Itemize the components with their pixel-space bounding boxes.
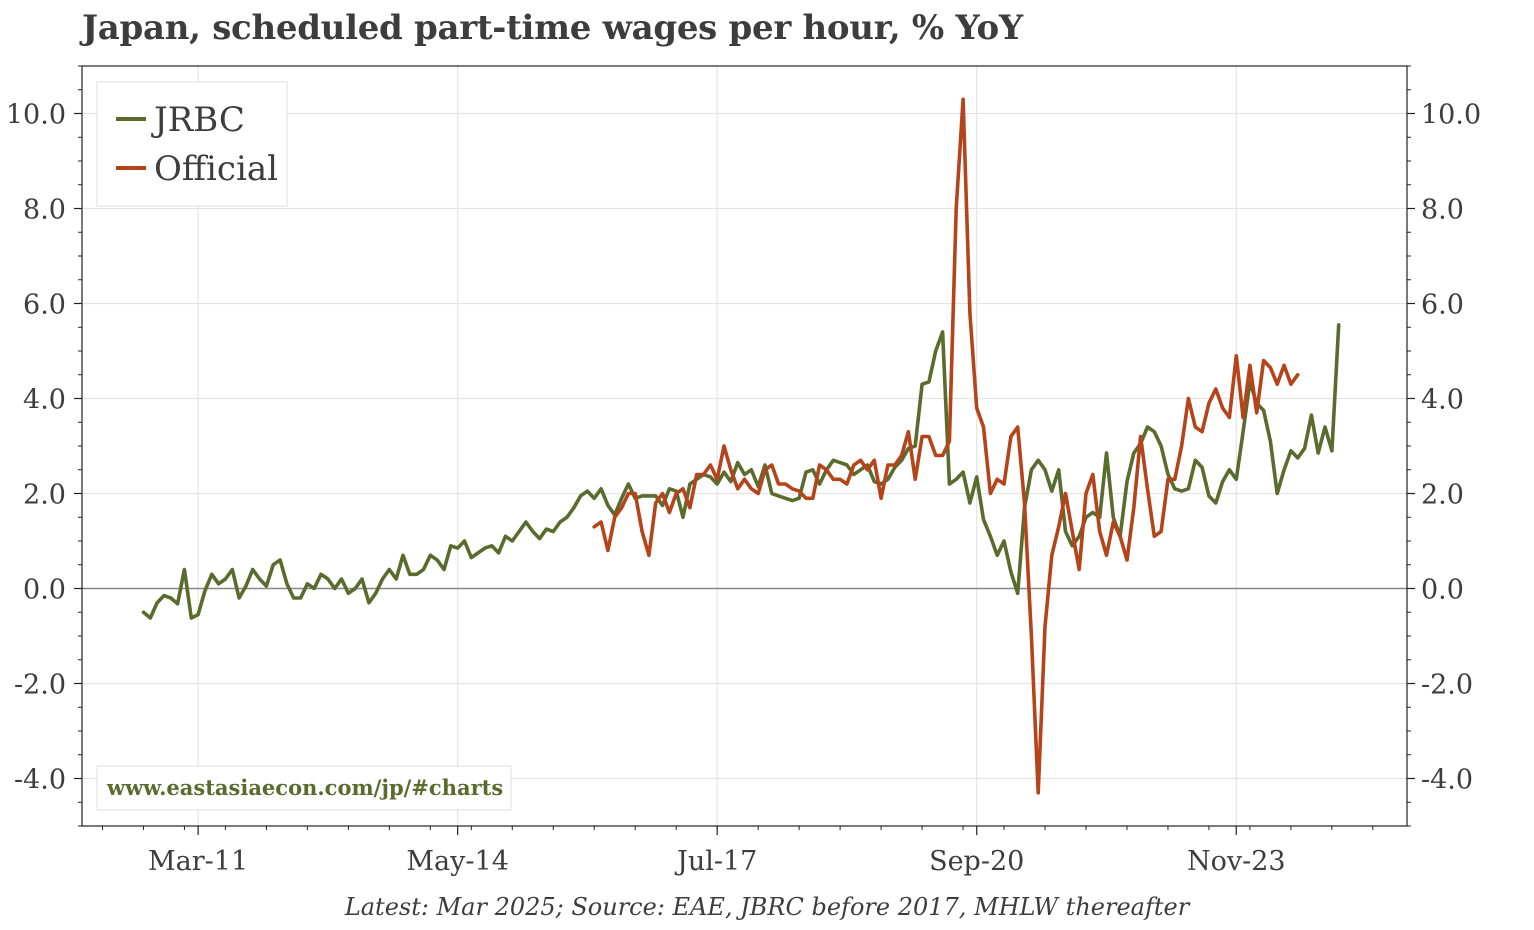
y-tick-label-left: 10.0 — [6, 100, 66, 131]
legend: JRBC Official — [96, 81, 288, 207]
x-tick-label: May-14 — [406, 846, 508, 877]
legend-box — [96, 81, 288, 207]
y-tick-label-left: 4.0 — [23, 385, 66, 416]
y-tick-label-right: 2.0 — [1421, 480, 1464, 511]
y-tick-label-left: -4.0 — [14, 765, 66, 796]
y-tick-label-left: 2.0 — [23, 480, 66, 511]
chart-footnote: Latest: Mar 2025; Source: EAE, JBRC befo… — [344, 893, 1190, 921]
y-tick-label-right: -2.0 — [1421, 670, 1473, 701]
y-tick-label-right: 10.0 — [1421, 100, 1481, 131]
axes: -4.0 -4.0 -2.0 -2.0 0.0 0.0 2.0 2.0 4.0 4.0 6.0 6.0… — [6, 65, 1481, 877]
legend-label-jrbc: JRBC — [151, 100, 245, 140]
y-tick-label-left: 0.0 — [23, 575, 66, 606]
legend-label-official: Official — [154, 149, 278, 189]
chart-title: Japan, scheduled part-time wages per hou… — [82, 8, 1023, 48]
y-tick-label-right: 8.0 — [1421, 195, 1464, 226]
x-tick-label: Sep-20 — [929, 846, 1024, 877]
x-tick-label: Jul-17 — [674, 846, 757, 877]
series-line-official — [592, 97, 1300, 795]
y-tick-label-right: 6.0 — [1421, 290, 1464, 321]
y-tick-label-right: 4.0 — [1421, 385, 1464, 416]
y-tick-label-left: -2.0 — [14, 670, 66, 701]
y-tick-label-left: 6.0 — [23, 290, 66, 321]
x-tick-label: Nov-23 — [1187, 846, 1286, 877]
y-tick-label-right: 0.0 — [1421, 575, 1464, 606]
watermark-box[interactable]: www.eastasiaecon.com/jp/#charts — [96, 765, 512, 811]
x-tick-label: Mar-11 — [148, 846, 248, 877]
y-tick-label-right: -4.0 — [1421, 765, 1473, 796]
watermark-frame — [96, 765, 512, 811]
series-lines — [141, 97, 1341, 795]
series-line-jrbc — [141, 323, 1341, 620]
watermark-link[interactable]: www.eastasiaecon.com/jp/#charts — [106, 775, 503, 800]
y-tick-label-left: 8.0 — [23, 195, 66, 226]
